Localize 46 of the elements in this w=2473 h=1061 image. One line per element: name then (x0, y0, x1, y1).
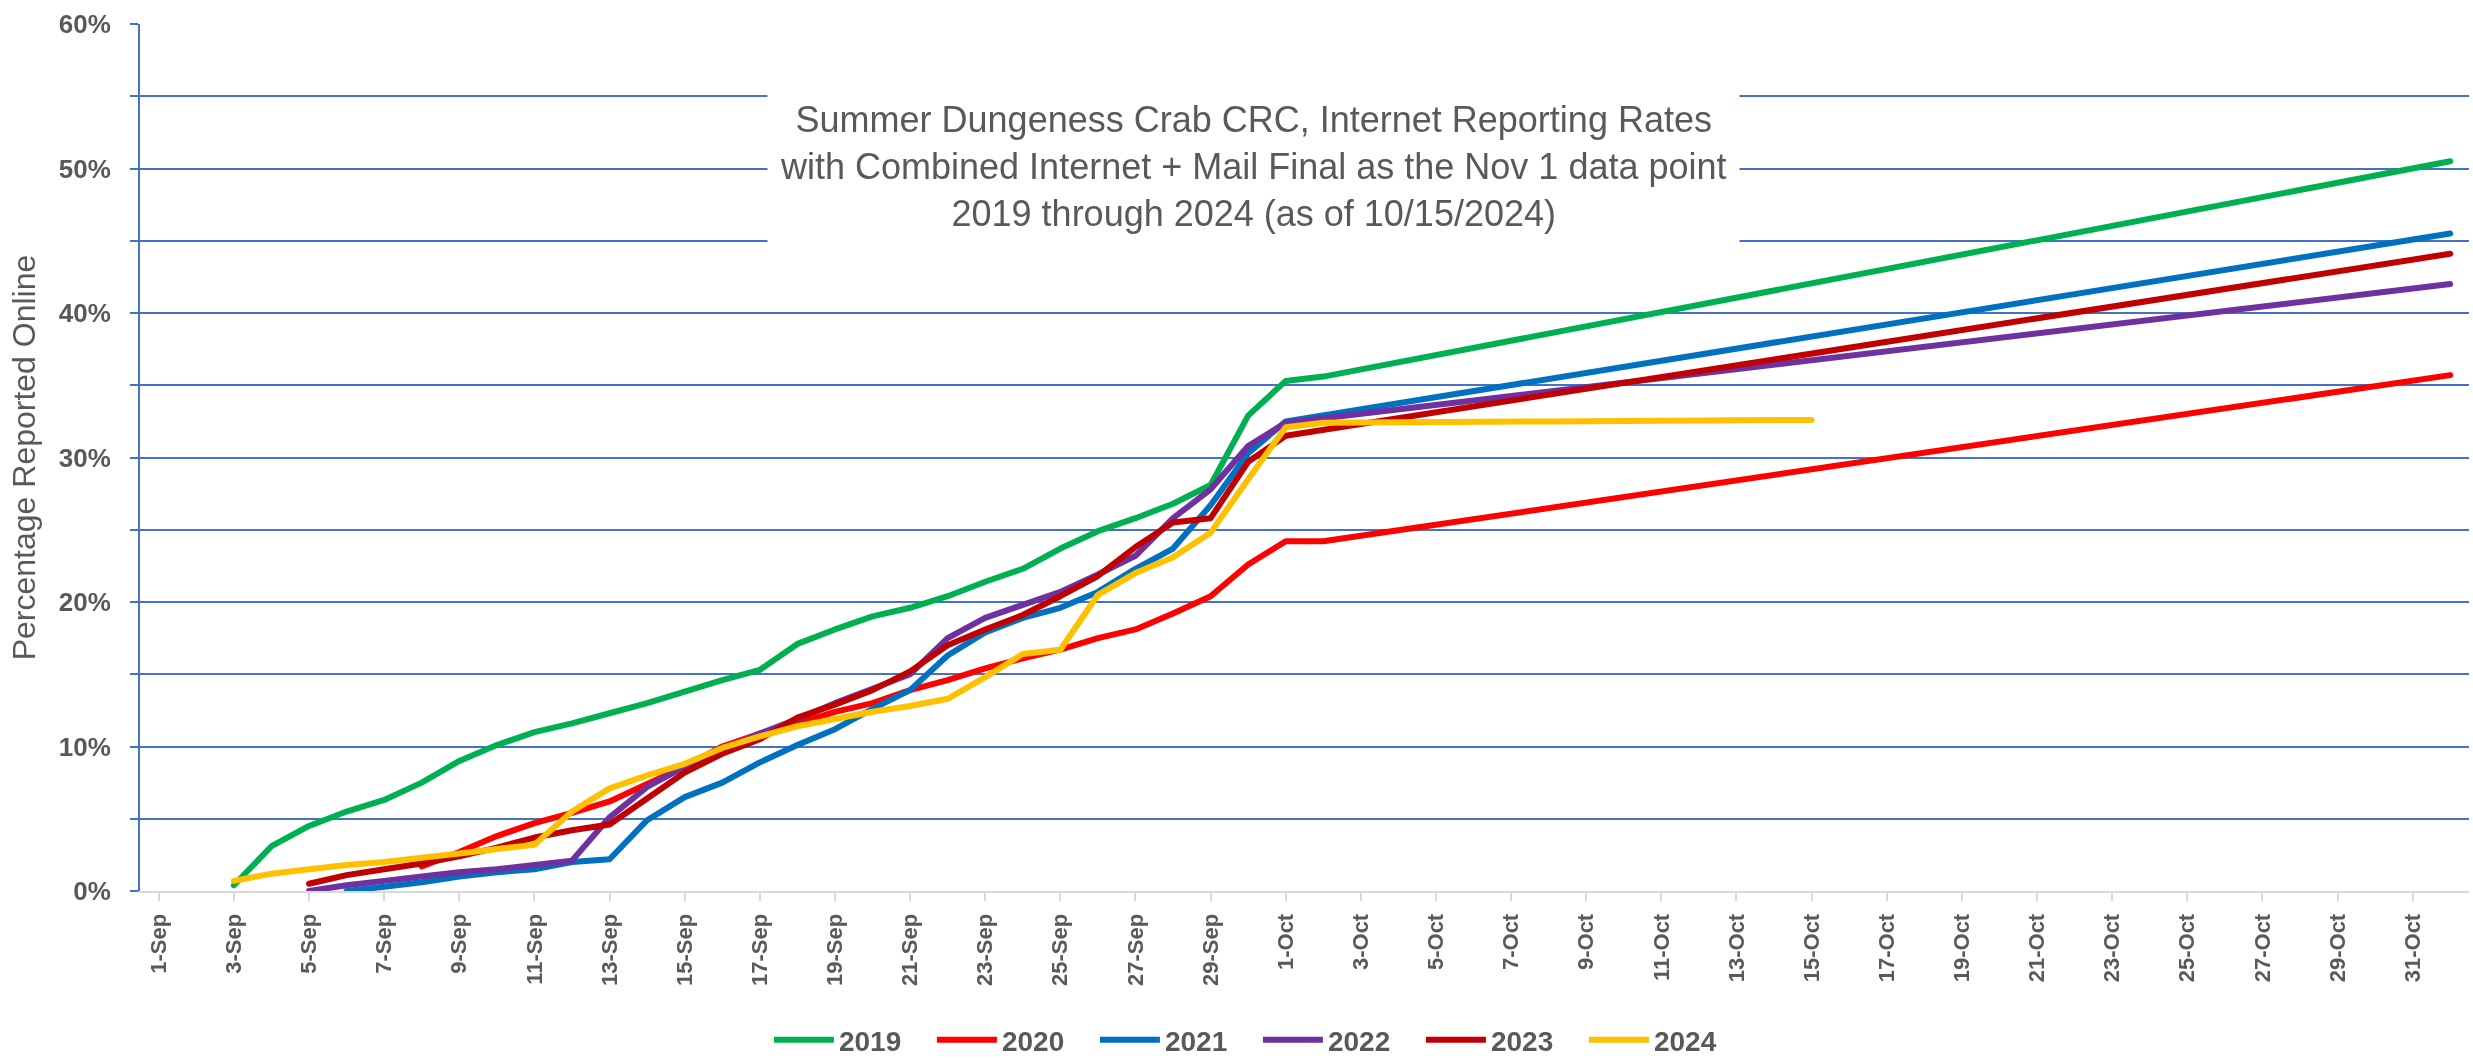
x-tick-label: 21-Sep (897, 913, 923, 986)
x-tick-label: 5-Oct (1423, 913, 1449, 971)
x-tick-label: 5-Sep (296, 913, 322, 974)
x-tick-label: 1-Oct (1272, 913, 1298, 971)
y-tick-label: 60% (58, 9, 111, 40)
x-tick-label: 11-Oct (1648, 913, 1674, 982)
y-tick-label: 0% (73, 876, 111, 907)
x-tick-label: 9-Sep (446, 913, 472, 974)
x-tick-label: 13-Oct (1723, 913, 1749, 983)
x-tick-label: 3-Oct (1348, 913, 1373, 971)
x-tick-label: 31-Oct (2399, 913, 2425, 983)
x-tick-label: 27-Oct (2249, 913, 2275, 983)
y-tick-label: 10% (58, 731, 111, 762)
x-tick-label: 7-Oct (1498, 913, 1524, 971)
x-tick-label: 27-Sep (1122, 913, 1148, 986)
x-tick-label: 17-Sep (746, 913, 772, 986)
y-tick-label: 40% (58, 298, 111, 329)
y-tick-label: 30% (58, 442, 111, 473)
x-tick-label: 25-Sep (1047, 913, 1073, 986)
legend-label: 2021 (1164, 1025, 1228, 1057)
y-axis-title: Percentage Reported Online (5, 254, 42, 661)
x-tick-label: 25-Oct (2174, 913, 2200, 983)
x-tick-label: 9-Oct (1573, 913, 1599, 971)
x-tick-label: 17-Oct (1873, 913, 1899, 983)
x-tick-label: 3-Sep (221, 913, 247, 974)
x-tick-label: 19-Sep (822, 913, 848, 986)
x-tick-label: 29-Sep (1197, 913, 1223, 986)
x-tick-label: 15-Oct (1798, 913, 1824, 983)
x-tick-label: 29-Oct (2324, 913, 2350, 983)
legend-label: 2023 (1490, 1025, 1554, 1057)
x-tick-label: 21-Oct (2024, 913, 2050, 983)
legend-label: 2022 (1327, 1025, 1391, 1057)
text: Summer Dungeness Crab CRC, Internet Reporting Rates with Combined Internet + Mail Final as the Nov 1 data point 2019 through 2024 (as of 10/15/2024) (780, 99, 1727, 234)
legend-label: 2024 (1653, 1025, 1717, 1057)
x-tick-label: 13-Sep (596, 913, 622, 986)
legend-label: 2019 (838, 1025, 902, 1057)
y-tick-label: 50% (58, 153, 111, 184)
x-tick-label: 23-Oct (2099, 913, 2125, 983)
x-tick-label: 23-Sep (972, 913, 998, 986)
legend-label: 2020 (1001, 1025, 1065, 1057)
x-tick-label: 1-Sep (145, 913, 171, 974)
x-tick-label: 19-Oct (1949, 913, 1975, 983)
x-tick-label: 11-Sep (521, 913, 547, 985)
x-tick-label: 15-Sep (671, 913, 697, 986)
y-tick-label: 20% (58, 587, 111, 618)
x-tick-label: 7-Sep (371, 913, 397, 974)
